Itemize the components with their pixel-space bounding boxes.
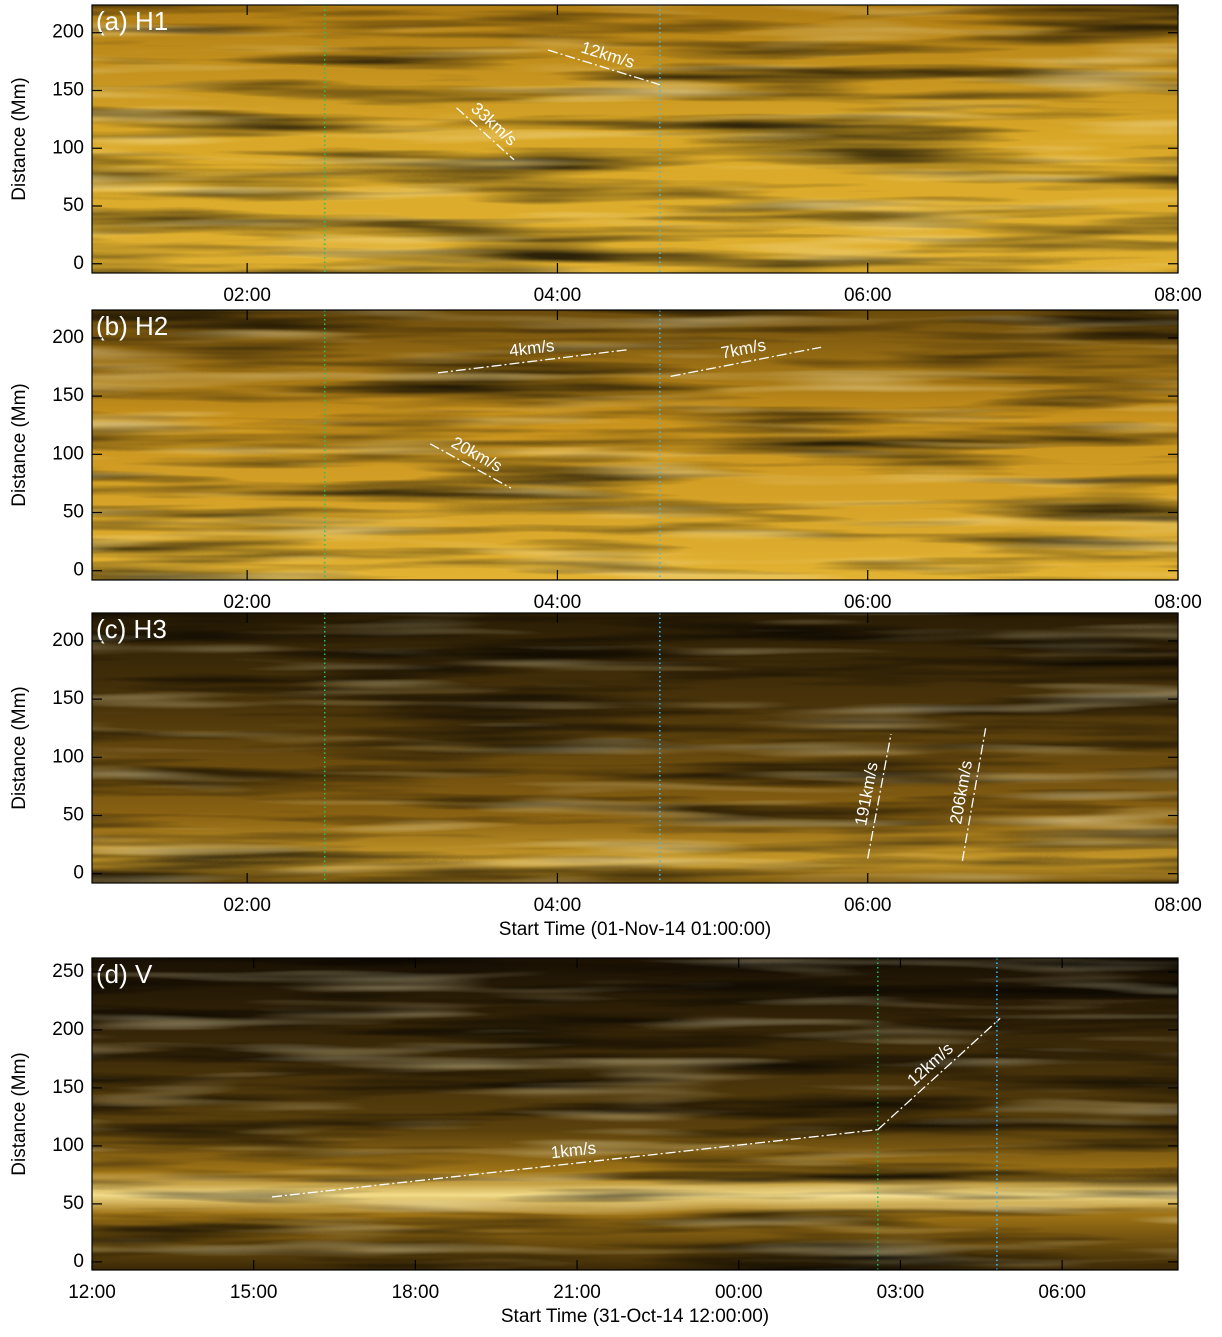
x-tick-label: 04:00 <box>534 285 582 306</box>
y-tick-label: 0 <box>73 863 84 884</box>
y-tick-label: 150 <box>52 385 84 406</box>
panel-title: (a) H1 <box>96 6 168 36</box>
x-tick-label: 00:00 <box>715 1282 763 1303</box>
y-tick-label: 250 <box>52 961 84 982</box>
x-tick-label: 15:00 <box>230 1282 278 1303</box>
texture-bright <box>92 613 1178 883</box>
y-tick-label: 100 <box>52 443 84 464</box>
speed-line <box>429 443 512 489</box>
x-tick-label: 06:00 <box>1038 1282 1086 1303</box>
y-axis-label: Distance (Mm) <box>9 383 30 507</box>
plot-frame <box>91 957 1179 1271</box>
x-tick-label: 08:00 <box>1154 285 1202 306</box>
x-tick-label: 12:00 <box>68 1282 116 1303</box>
y-tick-label: 0 <box>73 1251 84 1272</box>
y-axis-label: Distance (Mm) <box>9 1052 30 1176</box>
y-tick-label: 50 <box>63 195 84 216</box>
y-tick-label: 50 <box>63 502 84 523</box>
x-tick-label: 04:00 <box>534 895 582 916</box>
speed-line <box>271 1129 878 1198</box>
x-axis-label: Start Time (01-Nov-14 01:00:00) <box>499 919 771 940</box>
panel-title: (b) H2 <box>96 311 168 341</box>
panel-title: (c) H3 <box>96 614 167 644</box>
speed-line <box>437 348 629 374</box>
y-tick-label: 50 <box>63 805 84 826</box>
y-tick-label: 150 <box>52 688 84 709</box>
y-tick-label: 200 <box>52 327 84 348</box>
speed-label: 1km/s <box>550 1138 597 1162</box>
y-axis-label: Distance (Mm) <box>9 686 30 810</box>
y-tick-label: 150 <box>52 1077 84 1098</box>
texture-bright <box>92 310 1178 580</box>
y-tick-label: 200 <box>52 1019 84 1040</box>
speed-line <box>877 1017 1001 1131</box>
x-tick-label: 06:00 <box>844 895 892 916</box>
x-tick-label: 02:00 <box>223 895 271 916</box>
y-tick-label: 0 <box>73 560 84 581</box>
y-tick-label: 100 <box>52 137 84 158</box>
x-tick-label: 21:00 <box>553 1282 601 1303</box>
x-tick-label: 04:00 <box>534 592 582 613</box>
speed-line <box>867 733 892 859</box>
plot-frame <box>91 309 1179 581</box>
y-tick-label: 150 <box>52 79 84 100</box>
panel-title: (d) V <box>96 959 153 989</box>
speed-line <box>670 346 822 377</box>
y-tick-label: 100 <box>52 746 84 767</box>
x-tick-label: 02:00 <box>223 592 271 613</box>
x-tick-label: 03:00 <box>877 1282 925 1303</box>
texture-bright <box>92 5 1178 273</box>
x-axis-label: Start Time (31-Oct-14 12:00:00) <box>501 1306 769 1327</box>
x-tick-label: 02:00 <box>223 285 271 306</box>
plot-frame <box>91 4 1179 274</box>
x-tick-label: 18:00 <box>392 1282 440 1303</box>
plot-frame <box>91 612 1179 884</box>
speed-line <box>961 728 987 862</box>
y-axis-label: Distance (Mm) <box>9 77 30 201</box>
texture-bright <box>92 958 1178 1270</box>
x-tick-label: 08:00 <box>1154 895 1202 916</box>
x-tick-label: 06:00 <box>844 285 892 306</box>
y-tick-label: 0 <box>73 253 84 274</box>
speed-line <box>547 49 661 86</box>
speed-line <box>456 107 515 161</box>
y-tick-label: 200 <box>52 22 84 43</box>
y-tick-label: 100 <box>52 1135 84 1156</box>
x-tick-label: 08:00 <box>1154 592 1202 613</box>
y-tick-label: 200 <box>52 630 84 651</box>
y-tick-label: 50 <box>63 1193 84 1214</box>
x-tick-label: 06:00 <box>844 592 892 613</box>
